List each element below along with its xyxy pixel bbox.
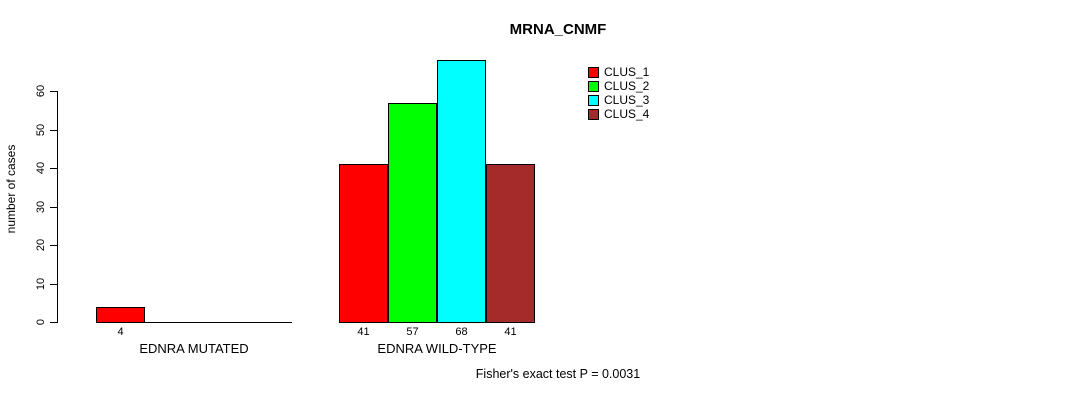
legend-swatch-clus_3: [588, 94, 599, 106]
y-tick-label: 60: [35, 84, 47, 98]
legend-swatch-clus_4: [588, 108, 599, 120]
legend: CLUS_1 CLUS_2 CLUS_3 CLUS_4: [588, 65, 649, 121]
legend-label: CLUS_3: [604, 93, 650, 107]
bar-clus_4-ednra-wild-type: [486, 164, 535, 323]
bar-clus_1-ednra-wild-type: [339, 164, 388, 323]
chart-title: MRNA_CNMF: [509, 21, 607, 38]
legend-item: CLUS_3: [588, 93, 649, 107]
y-tick-mark: [50, 168, 57, 169]
y-tick-label: 0: [35, 318, 47, 326]
y-tick-mark: [50, 130, 57, 131]
x-axis-baseline-ednra-mutated: [96, 322, 292, 323]
bar-value-label: 57: [406, 326, 419, 338]
y-tick-label: 20: [35, 238, 47, 252]
legend-label: CLUS_4: [604, 107, 650, 121]
legend-swatch-clus_1: [588, 66, 599, 78]
y-tick-label: 30: [35, 200, 47, 214]
annotation-text: Fisher's exact test P = 0.0031: [475, 367, 641, 381]
bar-value-label: 41: [504, 326, 517, 338]
bar-clus_3-ednra-wild-type: [437, 60, 486, 323]
y-tick-mark: [50, 245, 57, 246]
y-tick-label: 10: [35, 277, 47, 291]
bar-clus_1-ednra-mutated: [96, 307, 145, 323]
y-tick-label: 50: [35, 123, 47, 137]
legend-item: CLUS_4: [588, 107, 649, 121]
y-tick-mark: [50, 322, 57, 323]
bar-value-label: 41: [357, 326, 370, 338]
y-axis-label: number of cases: [4, 144, 18, 234]
legend-label: CLUS_1: [604, 65, 650, 79]
y-tick-mark: [50, 284, 57, 285]
category-label-ednra-mutated: EDNRA MUTATED: [139, 341, 249, 356]
legend-label: CLUS_2: [604, 79, 650, 93]
y-tick-mark: [50, 91, 57, 92]
legend-item: CLUS_2: [588, 79, 649, 93]
y-tick-label: 40: [35, 161, 47, 175]
bar-value-label: 4: [117, 326, 124, 338]
category-label-ednra-wild-type: EDNRA WILD-TYPE: [377, 341, 497, 356]
bar-clus_2-ednra-wild-type: [388, 103, 437, 323]
bar-value-label: 68: [455, 326, 468, 338]
legend-item: CLUS_1: [588, 65, 649, 79]
y-axis-line: [57, 91, 58, 323]
y-tick-mark: [50, 207, 57, 208]
legend-swatch-clus_2: [588, 80, 599, 92]
